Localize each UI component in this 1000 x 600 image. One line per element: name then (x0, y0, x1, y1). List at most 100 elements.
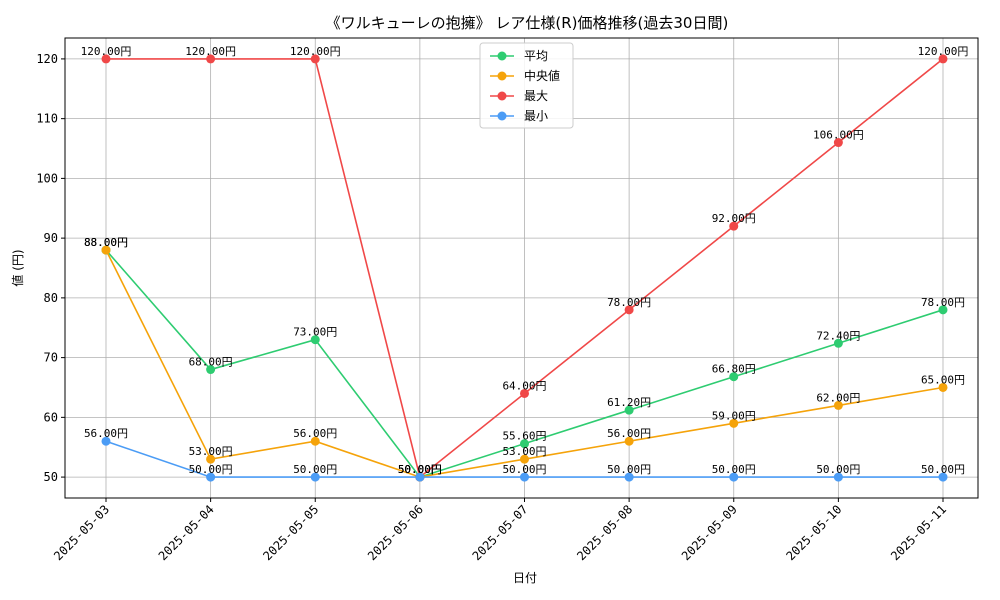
data-label: 50.00円 (189, 463, 233, 476)
legend-marker (497, 71, 507, 81)
data-label: 120.00円 (185, 45, 236, 58)
data-label: 62.00円 (816, 391, 860, 404)
x-tick-label: 2025-05-09 (679, 502, 740, 563)
legend-marker (497, 91, 507, 101)
data-label: 68.00円 (189, 356, 233, 369)
data-point (729, 221, 739, 231)
data-point (938, 54, 948, 64)
legend-marker (497, 51, 507, 61)
legend-label: 最小 (524, 109, 548, 123)
data-label: 50.00円 (816, 463, 860, 476)
legend-marker (497, 111, 507, 121)
data-labels: 88.00円 68.00円 73.00円 50.00円 55.60円 61.20円 66.8… (81, 45, 969, 476)
y-tick-label: 110 (36, 112, 58, 126)
x-tick-label: 2025-05-07 (470, 502, 531, 563)
y-tick-label: 100 (36, 171, 58, 185)
x-tick-label: 2025-05-04 (156, 502, 217, 563)
data-label: 72.40円 (816, 329, 860, 342)
data-point (415, 472, 425, 482)
data-label: 88.00円 (84, 236, 128, 249)
x-tick-label: 2025-05-05 (260, 502, 321, 563)
data-label: 64.00円 (502, 379, 546, 392)
y-tick-label: 60 (44, 410, 58, 424)
data-label: 65.00円 (921, 373, 965, 386)
data-point (938, 305, 948, 315)
data-label: 56.00円 (293, 427, 337, 440)
data-point (833, 472, 843, 482)
data-point (310, 472, 320, 482)
data-label: 73.00円 (293, 326, 337, 339)
data-point (310, 54, 320, 64)
data-label: 61.20円 (607, 396, 651, 409)
y-tick-label: 90 (44, 231, 58, 245)
data-point (624, 305, 634, 315)
y-tick-label: 70 (44, 351, 58, 365)
data-point (206, 472, 216, 482)
data-point (206, 54, 216, 64)
legend-label: 平均 (524, 49, 548, 63)
data-point (833, 138, 843, 148)
data-point (101, 54, 111, 64)
data-label: 78.00円 (607, 296, 651, 309)
data-point (624, 436, 634, 446)
legend-label: 中央値 (524, 68, 560, 83)
data-label: 106.00円 (813, 129, 864, 142)
data-label: 120.00円 (918, 45, 969, 58)
data-label: 56.00円 (607, 427, 651, 440)
y-tick-label: 120 (36, 52, 58, 66)
data-point (520, 472, 529, 482)
data-label: 120.00円 (290, 45, 341, 58)
data-label: 50.00円 (607, 463, 651, 476)
data-label: 50.00円 (398, 463, 442, 476)
data-label: 120.00円 (81, 45, 132, 58)
data-label: 56.00円 (84, 427, 128, 440)
data-label: 55.60円 (502, 430, 546, 443)
x-tick-label: 2025-05-06 (365, 502, 426, 563)
data-point (624, 472, 634, 482)
data-point (520, 439, 529, 449)
y-axis: 50 60 70 80 90 100 110 120 (36, 52, 65, 484)
chart-title: 《ワルキューレの抱擁》 レア仕様(R)価格推移(過去30日間) (326, 14, 729, 32)
y-tick-label: 50 (44, 470, 58, 484)
y-axis-label: 値 (円) (10, 249, 25, 286)
data-point (206, 454, 216, 464)
legend-box (479, 42, 574, 129)
data-point (310, 335, 320, 345)
x-axis-label: 日付 (513, 571, 537, 585)
data-point (520, 454, 529, 464)
y-tick-label: 80 (44, 291, 58, 305)
data-label: 50.00円 (293, 463, 337, 476)
data-point (833, 338, 843, 348)
data-label: 66.80円 (712, 363, 756, 376)
data-label: 50.00円 (502, 463, 546, 476)
data-point (729, 418, 739, 428)
plot-frame (64, 37, 979, 499)
data-point (101, 245, 111, 255)
data-point (938, 472, 948, 482)
data-point (624, 405, 634, 415)
data-point (520, 388, 529, 398)
x-tick-label: 2025-05-03 (51, 502, 112, 563)
data-label: 50.00円 (398, 463, 442, 476)
data-label: 50.00円 (398, 463, 442, 476)
data-label: 50.00円 (712, 463, 756, 476)
series (101, 54, 948, 482)
data-point (938, 382, 948, 392)
legend-label: 最大 (524, 89, 548, 103)
data-label: 53.00円 (189, 445, 233, 458)
data-point (101, 436, 111, 446)
data-label: 92.00円 (712, 212, 756, 225)
grid (65, 38, 978, 498)
x-tick-label: 2025-05-08 (574, 502, 635, 563)
data-point (729, 372, 739, 382)
data-label: 50.00円 (398, 463, 442, 476)
data-point (729, 472, 739, 482)
data-label: 88.00円 (84, 236, 128, 249)
data-label: 59.00円 (712, 409, 756, 422)
data-label: 78.00円 (921, 296, 965, 309)
data-point (206, 365, 216, 375)
data-point (833, 400, 843, 410)
data-label: 53.00円 (502, 445, 546, 458)
x-tick-label: 2025-05-11 (888, 502, 949, 563)
